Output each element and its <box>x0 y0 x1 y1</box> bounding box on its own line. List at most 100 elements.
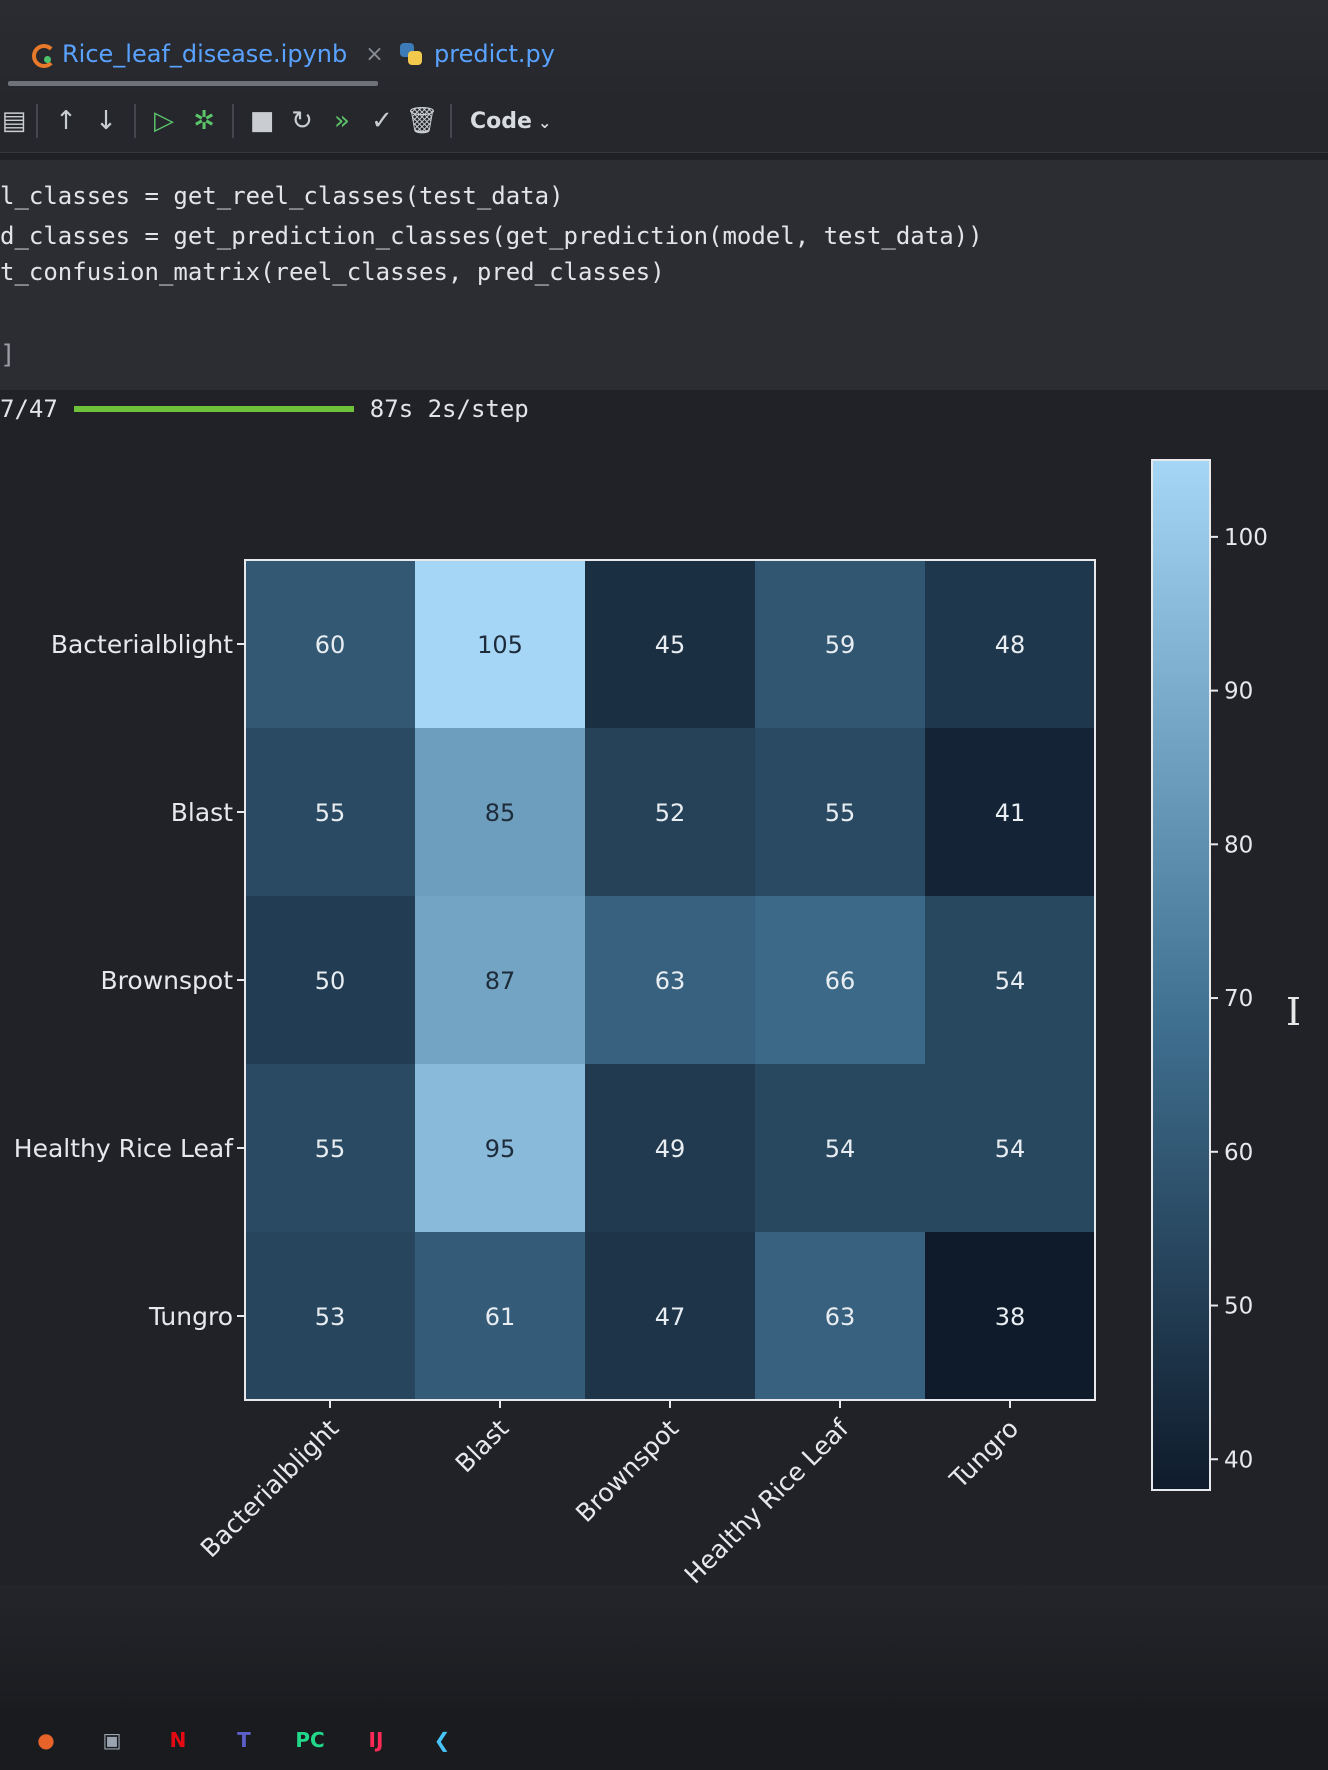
tab-label: predict.py <box>434 40 555 68</box>
notebook-icon <box>30 42 56 68</box>
heatmap-cell <box>925 728 1095 896</box>
y-tick-label: Healthy Rice Leaf <box>14 1134 234 1163</box>
cell-value-label: 48 <box>995 631 1026 659</box>
heatmap-cell <box>925 1064 1095 1232</box>
cell-value-label: 63 <box>825 1303 856 1331</box>
heatmap-cell <box>755 1064 925 1232</box>
toolbar-divider <box>36 104 38 138</box>
confusion-matrix-heatmap: 60 105 45 59 48 55 85 52 55 41 50 87 63 66 54 55 95 49 54 5… <box>14 459 1268 1585</box>
teams-icon[interactable]: T <box>237 1728 251 1752</box>
progress-steps: 7/47 <box>0 395 58 423</box>
y-tick-label: Blast <box>171 798 233 827</box>
x-tick-label: Healthy Rice Leaf <box>679 1413 855 1585</box>
heatmap-cell <box>585 560 755 728</box>
colorbar-tick-label: 50 <box>1224 1294 1253 1320</box>
cell-value-label: 85 <box>485 799 516 827</box>
notebook-toolbar: ▤ ↑ ↓ ▷ ✲ ■ ↻ » ✓ 🗑 Code ⌄ <box>0 90 1328 153</box>
progress-bar-fill <box>73 406 354 412</box>
heatmap-cell <box>755 896 925 1064</box>
cell-value-label: 49 <box>655 1135 686 1163</box>
y-tick-label: Brownspot <box>101 966 234 995</box>
cell-value-label: 54 <box>995 967 1026 995</box>
cell-value-label: 54 <box>995 1135 1026 1163</box>
cell-value-label: 55 <box>315 799 346 827</box>
cell-value-label: 66 <box>825 967 856 995</box>
run-cell-icon[interactable]: ▷ <box>154 106 174 136</box>
code-line[interactable]: d_classes = get_prediction_classes(get_p… <box>0 222 983 250</box>
move-down-icon[interactable]: ↓ <box>95 106 117 136</box>
cell-value-label: 59 <box>825 631 856 659</box>
active-tab-indicator <box>8 81 378 86</box>
heatmap-cell <box>245 1232 415 1400</box>
heatmap-cell <box>755 560 925 728</box>
heatmap-cell <box>245 728 415 896</box>
heatmap-cell <box>925 1232 1095 1400</box>
x-tick-label: Brownspot <box>570 1414 684 1528</box>
colorbar-tick-label: 70 <box>1224 986 1253 1012</box>
x-tick-label: Blast <box>450 1414 515 1479</box>
toolbar-divider <box>134 104 136 138</box>
tab-rice-leaf-notebook[interactable]: Rice_leaf_disease.ipynb × <box>30 34 384 74</box>
move-up-icon[interactable]: ↑ <box>55 106 77 136</box>
stop-icon[interactable]: ■ <box>249 106 275 136</box>
cell-value-label: 47 <box>655 1303 686 1331</box>
cell-value-label: 50 <box>315 967 346 995</box>
cell-value-label: 53 <box>315 1303 346 1331</box>
cell-value-label: 60 <box>315 631 346 659</box>
toolbar-divider <box>450 104 452 138</box>
colorbar-tick-label: 80 <box>1224 832 1253 858</box>
heatmap-cell <box>585 1232 755 1400</box>
debug-icon[interactable]: ✲ <box>193 106 215 136</box>
flutter-icon[interactable]: ❮ <box>433 1728 451 1752</box>
heatmap-cell <box>415 560 585 728</box>
delete-icon[interactable]: 🗑 <box>405 106 439 136</box>
cell-value-label: 45 <box>655 631 686 659</box>
heatmap-cell <box>755 728 925 896</box>
progress-timing: 87s 2s/step <box>369 395 529 423</box>
cell-value-label: 63 <box>655 967 686 995</box>
notebook-outline-icon[interactable]: ▤ <box>1 106 27 136</box>
heatmap-cell <box>245 896 415 1064</box>
tab-predict-py[interactable]: predict.py <box>398 34 555 74</box>
x-tick-label: Bacterialblight <box>195 1414 344 1563</box>
cell-value-label: 61 <box>485 1303 516 1331</box>
heatmap-cell <box>415 1232 585 1400</box>
netflix-icon[interactable]: N <box>169 1728 187 1752</box>
heatmap-cell <box>925 560 1095 728</box>
code-line[interactable]: t_confusion_matrix(reel_classes, pred_cl… <box>0 258 665 286</box>
cell-value-label: 54 <box>825 1135 856 1163</box>
progress-row: 7/47 87s 2s/step <box>0 392 529 426</box>
cell-value-label: 38 <box>995 1303 1026 1331</box>
pycharm-icon[interactable]: PC <box>295 1728 325 1752</box>
cell-type-dropdown[interactable]: Code ⌄ <box>470 109 551 134</box>
colorbar-tick-label: 40 <box>1224 1447 1253 1473</box>
run-all-icon[interactable]: » <box>334 106 350 136</box>
restart-icon[interactable]: ↻ <box>291 106 313 136</box>
x-tick-label: Tungro <box>944 1414 1025 1495</box>
colorbar-tick-label: 60 <box>1224 1140 1253 1166</box>
editor-tab-bar: Rice_leaf_disease.ipynb × predict.py <box>0 0 1328 90</box>
code-cell[interactable]: l_classes = get_reel_classes(test_data) … <box>0 160 1328 390</box>
python-icon <box>398 41 424 67</box>
cell-value-label: 105 <box>477 631 523 659</box>
intellij-icon[interactable]: IJ <box>368 1728 384 1752</box>
close-icon[interactable]: × <box>365 41 384 67</box>
heatmap-cell <box>585 728 755 896</box>
progress-bar <box>73 406 354 412</box>
heatmap-cell <box>585 896 755 1064</box>
code-line[interactable]: l_classes = get_reel_classes(test_data) <box>0 182 564 210</box>
cell-type-label: Code <box>470 108 532 134</box>
heatmap-cell <box>925 896 1095 1064</box>
execution-count: ] <box>0 340 16 370</box>
heatmap-cell <box>415 1064 585 1232</box>
firefox-icon[interactable]: ● <box>37 1728 55 1752</box>
heatmap-cell <box>415 896 585 1064</box>
clear-output-icon[interactable]: ✓ <box>371 106 393 136</box>
text-cursor-icon: I <box>1286 990 1302 1034</box>
viewer-icon[interactable]: ▣ <box>102 1728 122 1752</box>
toolbar-divider <box>232 104 234 138</box>
os-taskbar: ● ▣ N T PC IJ ❮ <box>0 1710 1328 1770</box>
colorbar-tick-label: 100 <box>1224 525 1268 551</box>
colorbar <box>1151 459 1211 1491</box>
cell-value-label: 55 <box>315 1135 346 1163</box>
